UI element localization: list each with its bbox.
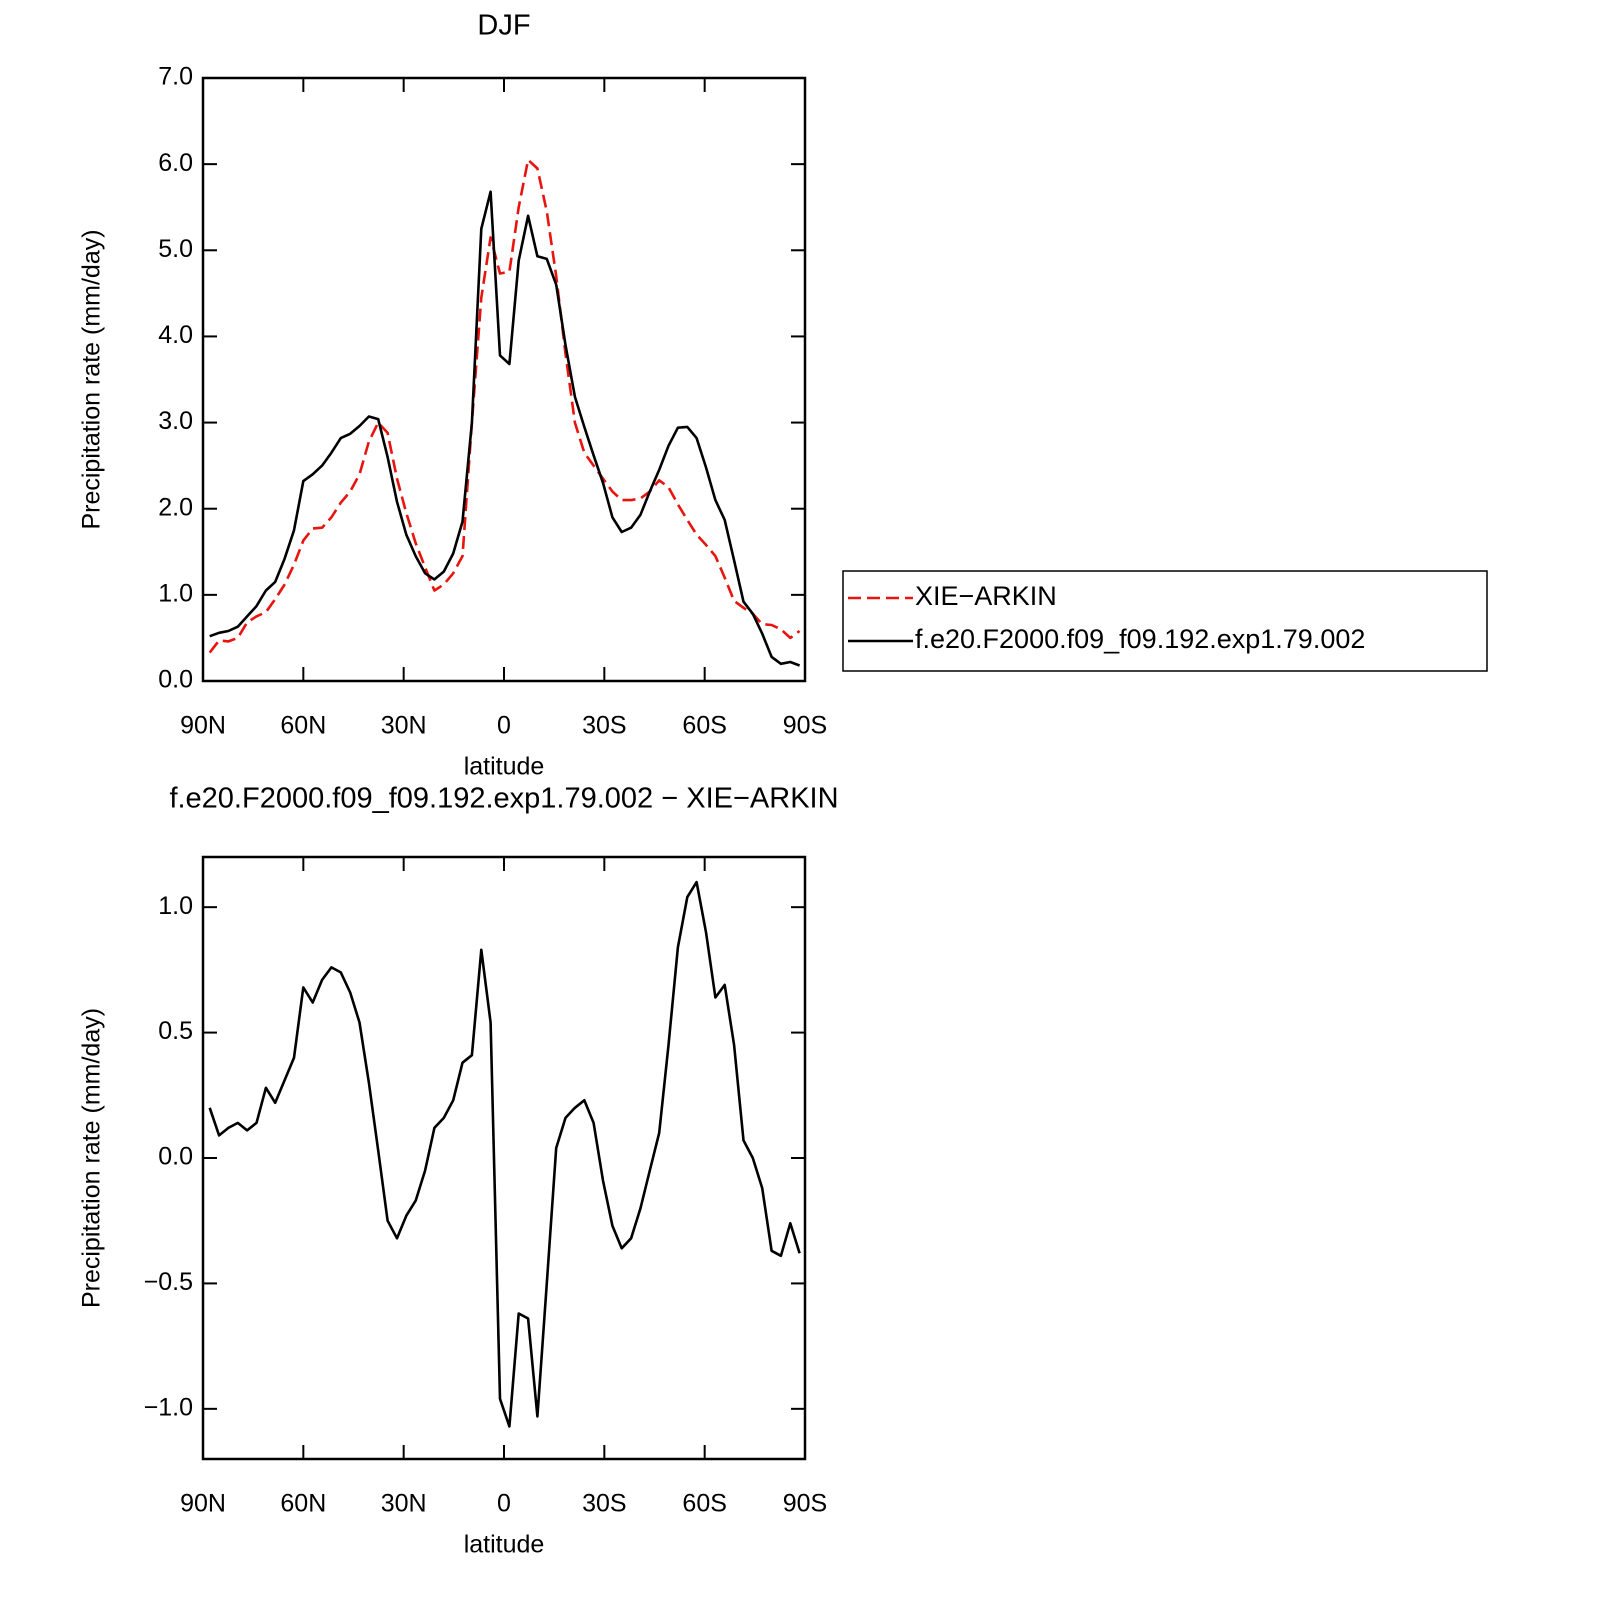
legend-box xyxy=(842,570,1488,672)
plot-frame xyxy=(201,855,807,1461)
x-tick-label: 90N xyxy=(180,712,226,740)
y-tick-label: −0.5 xyxy=(144,1268,193,1296)
y-tick-label: 2.0 xyxy=(158,493,193,521)
y-tick-label: 0.0 xyxy=(158,666,193,694)
series-line xyxy=(208,880,801,1428)
legend-label: XIE−ARKIN xyxy=(915,581,1057,611)
y-axis-label: Precipitation rate (mm/day) xyxy=(78,229,106,529)
y-tick-label: 1.0 xyxy=(158,892,193,920)
x-tick-label: 60S xyxy=(682,712,726,740)
series-line xyxy=(208,158,801,654)
x-tick-label: 30N xyxy=(381,1490,427,1518)
y-tick-label: 5.0 xyxy=(158,235,193,263)
legend-label: f.e20.F2000.f09_f09.192.exp1.79.002 xyxy=(915,624,1365,654)
plot-frame xyxy=(201,76,807,683)
y-axis-label: Precipitation rate (mm/day) xyxy=(78,1008,106,1308)
x-axis-label: latitude xyxy=(464,1531,545,1559)
x-tick-label: 60S xyxy=(682,1490,726,1518)
y-tick-label: 6.0 xyxy=(158,149,193,177)
y-tick-label: 3.0 xyxy=(158,407,193,435)
x-tick-label: 90S xyxy=(783,712,827,740)
x-axis-label: latitude xyxy=(464,753,545,781)
y-tick-label: −1.0 xyxy=(144,1393,193,1421)
y-tick-label: 7.0 xyxy=(158,63,193,91)
chart-title: DJF xyxy=(477,10,530,42)
x-tick-label: 60N xyxy=(280,1490,326,1518)
y-tick-label: 4.0 xyxy=(158,321,193,349)
x-tick-label: 0 xyxy=(497,1490,511,1518)
x-tick-label: 30N xyxy=(381,712,427,740)
chart-title: f.e20.F2000.f09_f09.192.exp1.79.002 − XI… xyxy=(169,783,838,815)
y-tick-label: 0.0 xyxy=(158,1143,193,1171)
x-tick-label: 30S xyxy=(582,712,626,740)
x-tick-label: 90S xyxy=(783,1490,827,1518)
y-tick-label: 1.0 xyxy=(158,579,193,607)
y-tick-label: 0.5 xyxy=(158,1017,193,1045)
x-tick-label: 0 xyxy=(497,712,511,740)
x-tick-label: 30S xyxy=(582,1490,626,1518)
x-tick-label: 60N xyxy=(280,712,326,740)
x-tick-label: 90N xyxy=(180,1490,226,1518)
series-line xyxy=(209,190,801,667)
